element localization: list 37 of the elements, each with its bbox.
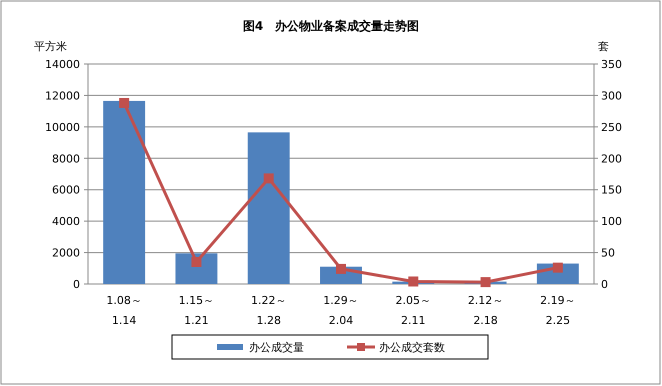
y2-tick-label: 150	[601, 184, 622, 197]
point	[408, 276, 418, 286]
y-tick-label: 12000	[45, 89, 80, 102]
point	[119, 98, 130, 108]
y-tick-label: 4000	[52, 215, 80, 228]
x-tick-label: 2.19～ 2.25	[540, 294, 576, 327]
legend-label: 办公成交量	[249, 341, 304, 354]
x-tick-label: 1.22～ 1.28	[250, 294, 286, 327]
y-tick-label: 10000	[45, 120, 80, 134]
y-tick-label: 6000	[52, 184, 80, 197]
y-tick-label: 14000	[45, 58, 80, 71]
x-tick-label: 1.29～ 2.04	[323, 294, 359, 327]
x-tick-label: 2.05～ 2.11	[396, 294, 432, 327]
x-tick-label: 2.12～ 2.18	[468, 294, 504, 327]
bar	[248, 132, 290, 284]
chart-title: 图4 办公物业备案成交量走势图	[242, 19, 420, 33]
point	[191, 257, 202, 267]
y2-tick-label: 50	[601, 246, 615, 260]
legend-label: 办公成交套数	[379, 341, 445, 354]
y-tick-label: 0	[73, 278, 80, 291]
x-tick-label: 1.08～ 1.14	[106, 294, 142, 327]
y2-tick-label: 200	[601, 152, 622, 166]
x-tick-label: 1.15～ 1.21	[178, 294, 214, 327]
point	[480, 277, 491, 288]
point	[336, 264, 346, 274]
y2-tick-label: 250	[601, 120, 622, 134]
y2-tick-label: 0	[601, 278, 608, 291]
y-tick-label: 2000	[52, 246, 80, 260]
y-axis-title: 平方米	[34, 40, 67, 53]
point	[552, 262, 563, 273]
y2-tick-label: 350	[601, 58, 622, 71]
point	[264, 173, 274, 184]
y2-tick-label: 100	[601, 215, 622, 228]
y-tick-label: 8000	[52, 152, 80, 166]
y2-tick-label: 300	[601, 89, 622, 102]
bar	[103, 100, 146, 284]
y2-axis-title: 套	[598, 40, 609, 53]
